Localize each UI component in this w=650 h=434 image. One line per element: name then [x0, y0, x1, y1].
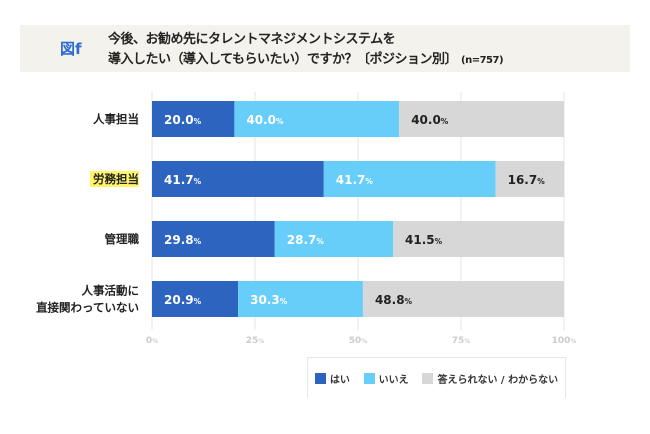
chart-title: 今後、お勧め先にタレントマネジメントシステムを 導入したい（導入してもらいたい）…: [108, 30, 504, 71]
x-tick-label: 25%: [246, 336, 265, 346]
category-highlight: [90, 171, 139, 187]
title-line-1: 今後、お勧め先にタレントマネジメントシステムを: [108, 32, 396, 47]
bar-segment: [274, 221, 394, 257]
x-tick-label: 100%: [552, 336, 577, 346]
x-tick-label: 50%: [349, 336, 368, 346]
legend-swatch: [363, 372, 375, 384]
x-tick-label: 0%: [146, 336, 158, 346]
data-label: 28.7%: [287, 233, 325, 247]
legend-item: はい: [314, 371, 350, 386]
category-label: 人事活動に: [82, 284, 140, 298]
data-label: 20.0%: [164, 113, 202, 127]
bar-segment: [152, 281, 239, 317]
legend-label: はい: [329, 374, 350, 386]
data-label: 40.0%: [246, 113, 284, 127]
legend-item: いいえ: [363, 371, 409, 386]
data-label: 29.8%: [164, 233, 202, 247]
title-band: 図f 今後、お勧め先にタレントマネジメントシステムを 導入したい（導入してもらい…: [20, 25, 630, 72]
legend: はい いいえ 答えられない / わからない: [307, 357, 566, 398]
category-label: 労務担当: [93, 172, 139, 186]
legend-label: いいえ: [378, 374, 409, 386]
legend-swatch: [422, 372, 434, 384]
bar-segment: [393, 221, 564, 257]
data-label: 16.7%: [508, 173, 546, 187]
data-label: 41.7%: [164, 173, 202, 187]
bar-segment: [362, 281, 564, 317]
legend-item: 答えられない / わからない: [422, 371, 558, 386]
bar-segment: [152, 161, 324, 197]
data-label: 40.0%: [411, 113, 449, 127]
data-label: 30.3%: [250, 293, 288, 307]
title-line-2: 導入したい（導入してもらいたい）ですか？〔ポジション別〕: [108, 52, 457, 67]
bar-segment: [495, 161, 565, 197]
legend-swatch: [314, 372, 326, 384]
bar-segment: [234, 101, 400, 137]
bar-segment: [238, 281, 363, 317]
data-label: 20.9%: [164, 293, 202, 307]
figure-label: 図f: [60, 40, 82, 58]
category-label: 直接関わっていない: [36, 301, 139, 315]
data-label: 41.7%: [336, 173, 374, 187]
bar-segment: [399, 101, 564, 137]
sample-size: (n=757): [461, 55, 504, 66]
legend-label: 答えられない / わからない: [437, 374, 559, 386]
x-tick-label: 75%: [452, 336, 471, 346]
bar-segment: [152, 221, 275, 257]
data-label: 48.8%: [375, 293, 413, 307]
category-label: 管理職: [105, 232, 140, 246]
bar-segment: [323, 161, 496, 197]
data-label: 41.5%: [405, 233, 443, 247]
category-label: 人事担当: [93, 112, 139, 126]
bar-segment: [152, 101, 235, 137]
